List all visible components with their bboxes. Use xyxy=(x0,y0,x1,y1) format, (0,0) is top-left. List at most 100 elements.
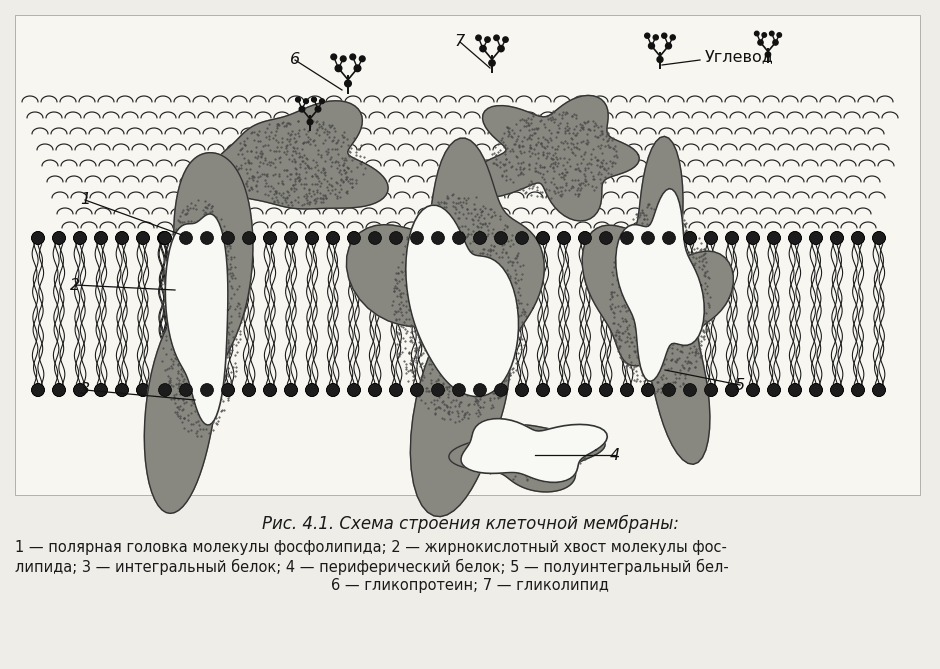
Circle shape xyxy=(666,43,671,49)
Circle shape xyxy=(285,231,297,244)
Circle shape xyxy=(306,231,319,244)
Circle shape xyxy=(768,383,780,397)
Circle shape xyxy=(503,37,509,42)
Circle shape xyxy=(809,231,822,244)
Circle shape xyxy=(485,37,490,42)
Circle shape xyxy=(746,231,760,244)
Circle shape xyxy=(326,383,339,397)
Circle shape xyxy=(159,231,171,244)
Circle shape xyxy=(136,231,149,244)
Circle shape xyxy=(95,383,107,397)
Circle shape xyxy=(136,383,149,397)
Circle shape xyxy=(494,383,508,397)
Circle shape xyxy=(872,231,885,244)
Circle shape xyxy=(431,383,445,397)
Circle shape xyxy=(831,383,843,397)
Circle shape xyxy=(515,383,528,397)
Circle shape xyxy=(746,231,760,244)
Circle shape xyxy=(320,99,324,104)
Text: липида; 3 — интегральный белок; 4 — периферический белок; 5 — полуинтегральный б: липида; 3 — интегральный белок; 4 — пери… xyxy=(15,559,728,575)
Circle shape xyxy=(263,383,276,397)
Polygon shape xyxy=(347,138,544,516)
Circle shape xyxy=(645,33,650,38)
Circle shape xyxy=(789,231,802,244)
Text: 4: 4 xyxy=(610,448,620,462)
Circle shape xyxy=(642,383,654,397)
Circle shape xyxy=(348,383,360,397)
Circle shape xyxy=(307,119,313,125)
Circle shape xyxy=(452,231,465,244)
Circle shape xyxy=(578,383,591,397)
Circle shape xyxy=(663,231,676,244)
Circle shape xyxy=(180,231,193,244)
Circle shape xyxy=(662,33,666,38)
Circle shape xyxy=(73,383,86,397)
Circle shape xyxy=(762,33,766,37)
Text: 1: 1 xyxy=(80,193,90,207)
Circle shape xyxy=(350,54,355,60)
Circle shape xyxy=(368,383,382,397)
Circle shape xyxy=(116,383,129,397)
Circle shape xyxy=(515,231,528,244)
Circle shape xyxy=(642,231,654,244)
Circle shape xyxy=(777,33,781,37)
Text: Рис. 4.1. Схема строения клеточной мембраны:: Рис. 4.1. Схема строения клеточной мембр… xyxy=(261,515,679,533)
Circle shape xyxy=(557,383,571,397)
Circle shape xyxy=(368,231,382,244)
Circle shape xyxy=(304,99,308,104)
Circle shape xyxy=(705,231,717,244)
Circle shape xyxy=(95,383,107,397)
Circle shape xyxy=(494,231,508,244)
Circle shape xyxy=(683,231,697,244)
Circle shape xyxy=(180,383,193,397)
Circle shape xyxy=(263,383,276,397)
Circle shape xyxy=(852,231,865,244)
Circle shape xyxy=(705,383,717,397)
Circle shape xyxy=(32,383,44,397)
Polygon shape xyxy=(145,153,253,513)
Text: 5: 5 xyxy=(735,377,745,393)
Circle shape xyxy=(180,383,193,397)
Circle shape xyxy=(136,383,149,397)
Circle shape xyxy=(159,383,171,397)
Circle shape xyxy=(852,383,865,397)
Circle shape xyxy=(452,383,465,397)
Circle shape xyxy=(136,231,149,244)
Polygon shape xyxy=(461,419,607,482)
Circle shape xyxy=(831,231,843,244)
Circle shape xyxy=(158,383,170,397)
Circle shape xyxy=(348,231,360,244)
Circle shape xyxy=(600,231,613,244)
Circle shape xyxy=(746,383,760,397)
Circle shape xyxy=(315,106,321,112)
Circle shape xyxy=(73,231,86,244)
Circle shape xyxy=(411,383,423,397)
Circle shape xyxy=(306,383,319,397)
Circle shape xyxy=(705,383,717,397)
Circle shape xyxy=(515,383,528,397)
Circle shape xyxy=(852,383,865,397)
Circle shape xyxy=(663,383,676,397)
Circle shape xyxy=(158,383,170,397)
Circle shape xyxy=(95,231,107,244)
Circle shape xyxy=(683,383,697,397)
Circle shape xyxy=(789,383,802,397)
Circle shape xyxy=(368,383,382,397)
Circle shape xyxy=(243,383,256,397)
Circle shape xyxy=(411,231,423,244)
Text: 1 — полярная головка молекулы фосфолипида; 2 — жирнокислотный хвост молекулы фос: 1 — полярная головка молекулы фосфолипид… xyxy=(15,540,727,555)
Circle shape xyxy=(116,231,129,244)
Circle shape xyxy=(116,383,129,397)
Circle shape xyxy=(389,231,402,244)
Circle shape xyxy=(348,231,360,244)
Circle shape xyxy=(768,383,780,397)
Circle shape xyxy=(431,231,445,244)
Circle shape xyxy=(557,383,571,397)
Circle shape xyxy=(600,383,613,397)
Polygon shape xyxy=(582,136,733,464)
Circle shape xyxy=(872,383,885,397)
Circle shape xyxy=(726,231,739,244)
Circle shape xyxy=(489,60,495,66)
Circle shape xyxy=(452,383,465,397)
Circle shape xyxy=(649,43,654,49)
